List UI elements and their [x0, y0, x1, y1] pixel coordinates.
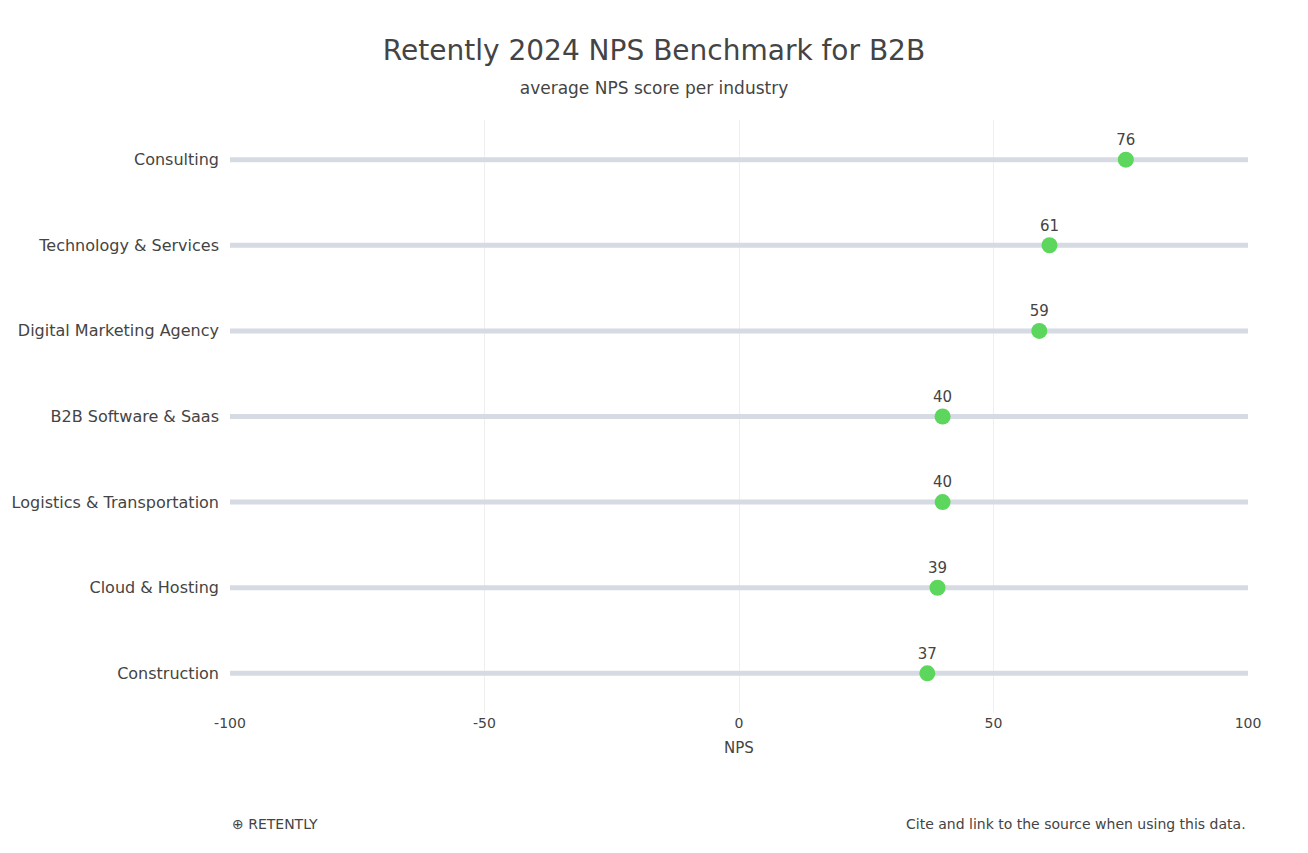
svg-text:59: 59 [1030, 302, 1049, 320]
svg-text:Logistics & Transportation: Logistics & Transportation [12, 493, 219, 512]
svg-text:40: 40 [933, 388, 952, 406]
svg-text:B2B Software & Saas: B2B Software & Saas [51, 407, 220, 426]
svg-text:100: 100 [1235, 715, 1262, 731]
svg-text:76: 76 [1116, 131, 1135, 149]
svg-text:⊕ RETENTLY: ⊕ RETENTLY [232, 816, 318, 832]
svg-text:39: 39 [928, 559, 947, 577]
svg-text:Technology & Services: Technology & Services [38, 236, 219, 255]
svg-text:Construction: Construction [117, 664, 219, 683]
svg-text:Cloud & Hosting: Cloud & Hosting [89, 578, 219, 597]
svg-text:0: 0 [735, 715, 744, 731]
svg-text:61: 61 [1040, 217, 1059, 235]
svg-text:Cite and link to the source wh: Cite and link to the source when using t… [906, 816, 1246, 832]
svg-text:NPS: NPS [724, 739, 754, 757]
svg-text:average NPS score per industry: average NPS score per industry [520, 78, 789, 98]
svg-text:Retently 2024 NPS Benchmark fo: Retently 2024 NPS Benchmark for B2B [383, 34, 925, 67]
svg-text:Consulting: Consulting [134, 150, 219, 169]
svg-text:50: 50 [985, 715, 1003, 731]
svg-text:40: 40 [933, 473, 952, 491]
svg-text:-50: -50 [473, 715, 496, 731]
svg-text:37: 37 [918, 645, 937, 663]
svg-text:-100: -100 [214, 715, 246, 731]
svg-text:Digital Marketing Agency: Digital Marketing Agency [18, 321, 219, 340]
